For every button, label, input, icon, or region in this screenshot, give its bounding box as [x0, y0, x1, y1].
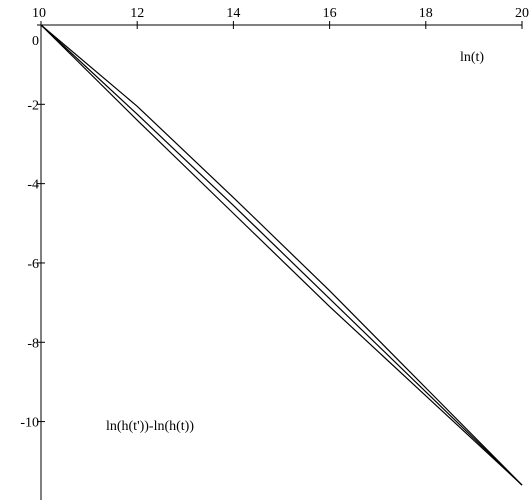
series-line-2	[40, 24, 523, 486]
y-tick-label: -2	[27, 98, 39, 113]
series-curves	[40, 24, 523, 486]
x-axis-ticks: 10 12 14 16 18 20	[32, 6, 529, 29]
x-tick-label: 12	[130, 6, 144, 21]
x-tick-label: 20	[515, 6, 529, 21]
x-tick-label: 16	[323, 6, 337, 21]
x-tick-label: 18	[419, 6, 433, 21]
series-line-3	[40, 24, 523, 486]
x-tick-label: 10	[32, 6, 46, 21]
series-line-1	[40, 24, 523, 486]
y-tick-label: -6	[27, 257, 39, 272]
y-axis-ticks: 0 -2 -4 -6 -8 -10	[20, 24, 45, 431]
y-tick-label: -8	[27, 336, 39, 351]
y-tick-label: 0	[32, 34, 39, 49]
y-tick-label: -4	[27, 178, 39, 193]
y-axis-label: ln(h(t'))-ln(h(t))	[106, 419, 194, 434]
y-tick-label: -10	[20, 416, 39, 431]
x-axis-label: ln(t)	[460, 50, 484, 65]
x-tick-label: 14	[226, 6, 240, 21]
